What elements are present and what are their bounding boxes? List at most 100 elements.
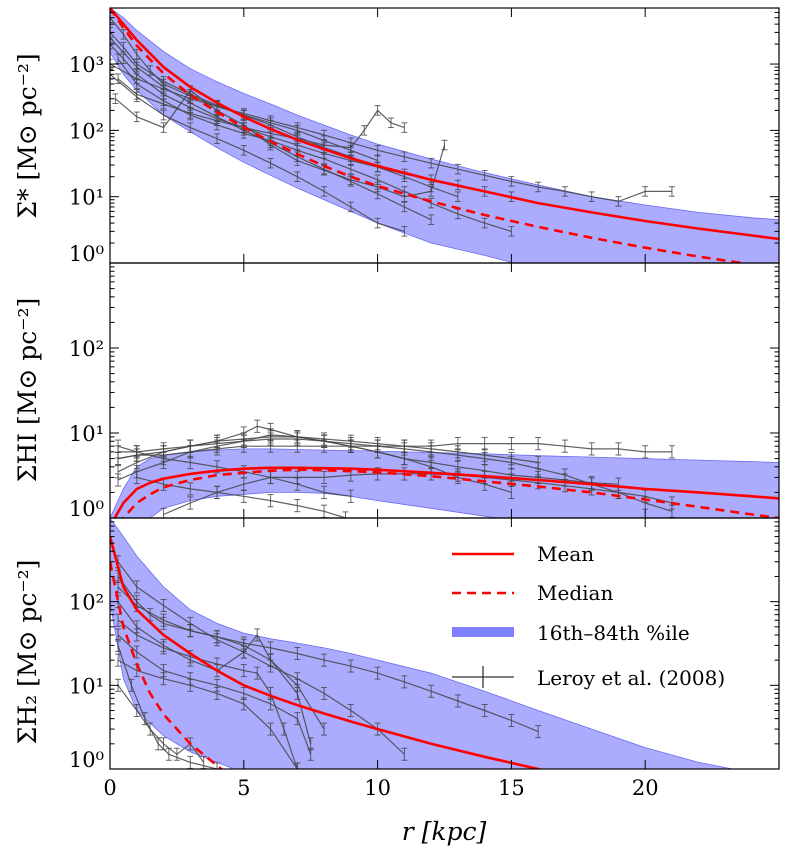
observation-line	[115, 89, 446, 198]
observation-errorbar	[160, 737, 167, 751]
observation-errorbar	[187, 482, 194, 496]
observation-errorbar	[267, 686, 274, 700]
axes-molecular: 10⁰ 10¹ 10² 0 5 10 15 20	[69, 518, 779, 800]
observation-errorbar	[267, 494, 274, 508]
observation-errorbar	[214, 133, 221, 144]
observation-errorbar	[214, 630, 221, 644]
observation-errorbar	[160, 613, 167, 627]
legend-band-swatch	[452, 627, 514, 637]
observation-errorbar	[561, 186, 568, 197]
ylabel-molecular: ΣH₂ [M⊙ pc⁻²]	[13, 560, 42, 745]
y-tick-label: 10⁰	[69, 497, 104, 521]
observation-errorbar	[307, 747, 314, 761]
observation-errorbar	[254, 419, 261, 433]
observation-errorbar	[481, 217, 488, 229]
observation-errorbar	[454, 437, 461, 451]
observation-errorbar	[267, 722, 274, 736]
observation-errorbar	[115, 439, 122, 453]
plot-area-atomic	[110, 419, 779, 518]
observation-errorbar	[187, 109, 194, 121]
mean-line	[113, 466, 779, 518]
observation-errorbar	[128, 678, 135, 692]
observation-errorbar	[115, 638, 122, 652]
observation-errorbar	[374, 188, 381, 200]
y-tick-label: 10²	[69, 337, 104, 361]
mean-line	[110, 8, 779, 241]
observation-errorbar	[147, 722, 154, 736]
observation-errorbar	[321, 686, 328, 700]
observation-errorbar	[508, 713, 515, 728]
observation-errorbar	[160, 122, 167, 133]
observation-errorbar	[115, 653, 122, 667]
observation-errorbar	[347, 659, 354, 673]
observation-errorbar	[133, 61, 140, 73]
observation-errorbar	[120, 29, 127, 40]
x-tick-label: 20	[632, 776, 659, 800]
y-tick-label: 10¹	[69, 186, 104, 210]
observation-errorbar	[374, 666, 381, 680]
observation-errorbar	[112, 93, 119, 104]
x-tick-label: 0	[103, 776, 116, 800]
observation-line	[117, 58, 512, 232]
plot-area-stellar	[110, 8, 779, 263]
observation-errorbar	[254, 666, 261, 680]
observation-errorbar	[267, 157, 274, 169]
observation-errorbar	[374, 105, 381, 116]
observation-series	[160, 467, 675, 518]
observation-errorbar	[508, 176, 515, 187]
y-tick-label: 10⁰	[69, 748, 104, 772]
observation-errorbar	[481, 437, 488, 451]
observation-errorbar	[294, 647, 301, 661]
observation-errorbar	[441, 139, 448, 151]
axes-stellar: 10⁰ 10¹ 10² 10³	[69, 7, 779, 266]
observation-series	[115, 613, 301, 769]
observation-errorbar	[173, 747, 180, 761]
observation-line	[163, 473, 673, 516]
observation-errorbar	[401, 151, 408, 163]
observation-line	[117, 601, 312, 744]
observation-errorbar	[187, 455, 194, 470]
observation-errorbar	[321, 434, 328, 448]
observation-errorbar	[508, 451, 515, 466]
observation-errorbar	[454, 694, 461, 708]
observation-errorbar	[428, 439, 435, 453]
observation-errorbar	[187, 678, 194, 692]
observation-errorbar	[240, 636, 247, 650]
observation-line	[110, 63, 672, 203]
observation-series	[110, 69, 408, 237]
observation-errorbar	[160, 672, 167, 686]
observation-errorbar	[642, 445, 649, 459]
observation-line	[117, 561, 405, 755]
legend: Mean Median 16th–84th %ile Leroy et al. …	[452, 542, 725, 690]
observation-errorbar	[668, 445, 675, 459]
observation-line	[117, 619, 298, 769]
observation-errorbar	[187, 122, 194, 133]
observation-errorbar	[454, 191, 461, 202]
observation-errorbar	[187, 97, 194, 109]
observation-errorbar	[160, 81, 167, 93]
percentile-band	[110, 518, 735, 769]
observation-errorbar	[133, 628, 140, 642]
observation-errorbar	[535, 437, 542, 451]
observation-errorbar	[133, 470, 140, 485]
legend-mean-label: Mean	[537, 542, 594, 566]
observation-errorbar	[321, 722, 328, 736]
x-tick-label: 15	[498, 776, 525, 800]
ylabel-stellar: Σ* [M⊙ pc⁻²]	[13, 53, 42, 218]
median-line	[121, 468, 779, 518]
observation-line	[117, 78, 405, 149]
observation-line	[110, 73, 405, 232]
observation-series	[115, 638, 221, 769]
observation-errorbar	[615, 196, 622, 207]
observation-errorbar	[428, 684, 435, 698]
observation-errorbar	[214, 439, 221, 453]
observation-errorbar	[294, 712, 301, 726]
observation-errorbar	[187, 624, 194, 638]
observation-errorbar	[160, 451, 167, 466]
observation-errorbar	[428, 214, 435, 225]
observation-errorbar	[267, 115, 274, 126]
observation-errorbar	[361, 125, 368, 136]
observation-errorbar	[160, 109, 167, 121]
observation-errorbar	[187, 755, 194, 769]
